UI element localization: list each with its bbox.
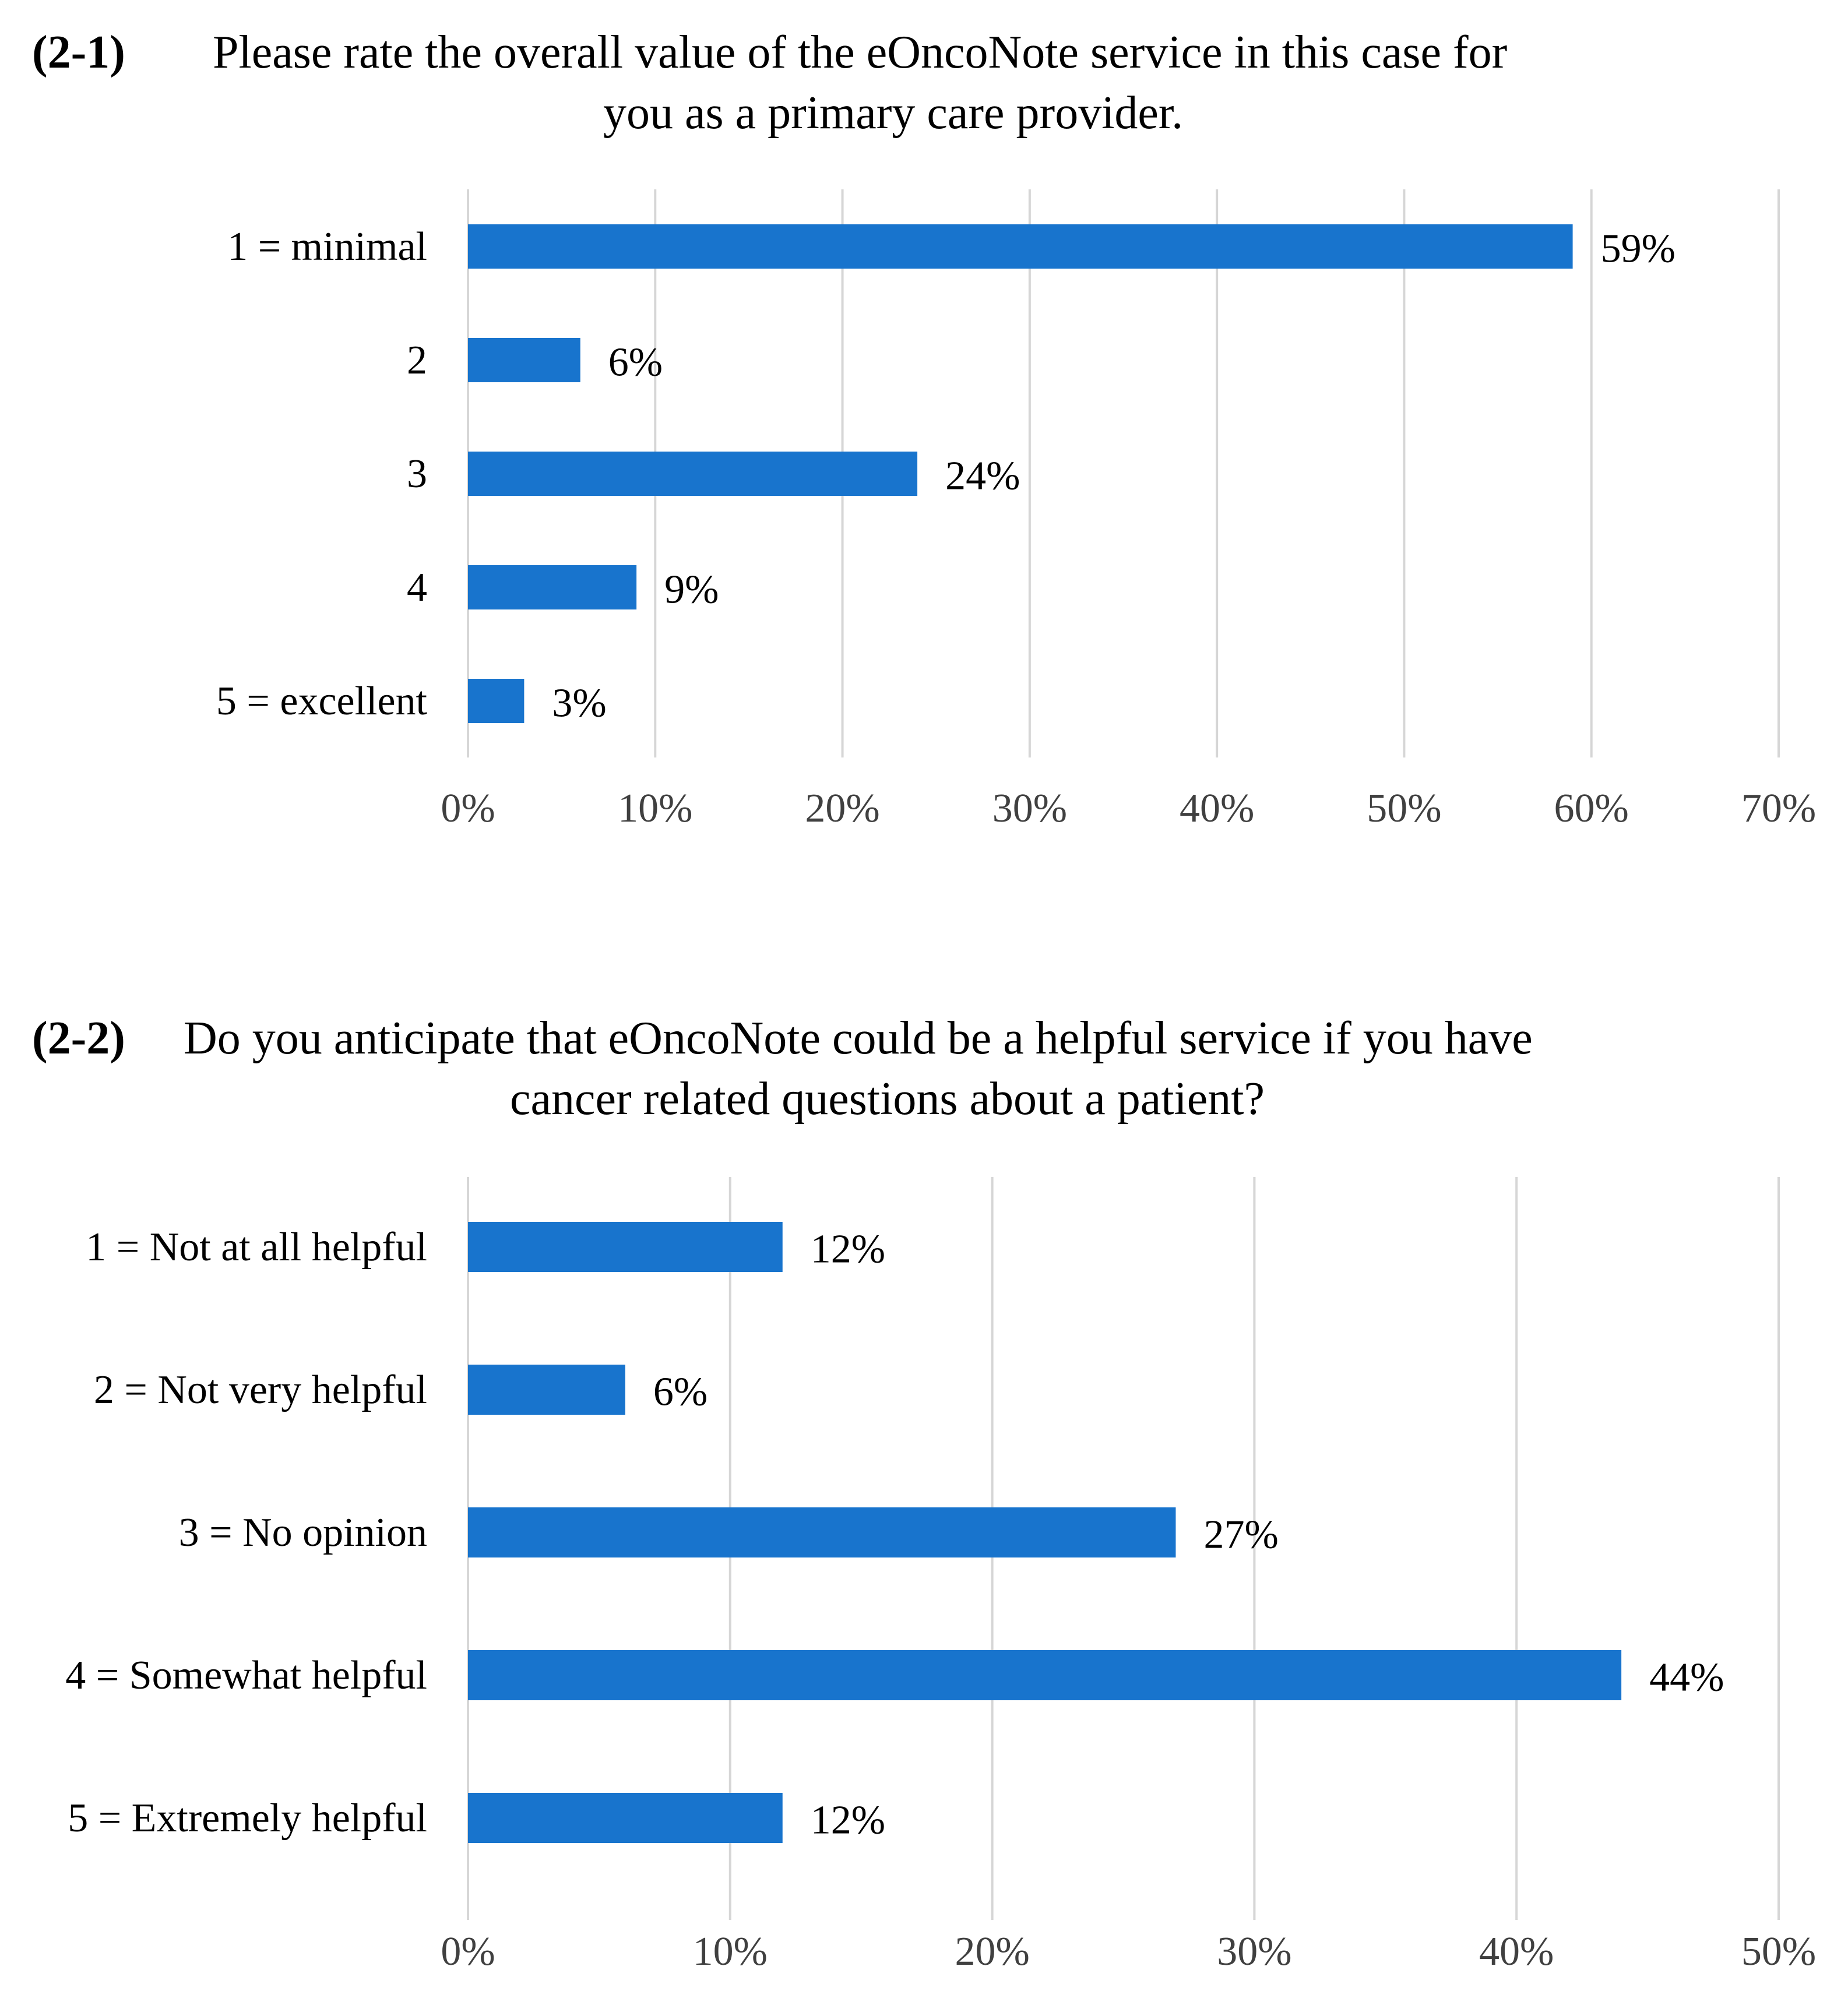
category-label: 3 (407, 452, 427, 496)
bar-chart-1: 0% 10% 20% 30% 40% 50% 60% 70% 1 = minimal 59% 2 6%… (216, 189, 1816, 831)
category-label: 1 = minimal (227, 224, 427, 269)
x-tick-label: 50% (1367, 786, 1441, 831)
x-tick-label: 10% (618, 786, 692, 831)
data-label: 27% (1203, 1513, 1278, 1557)
x-tick-label: 30% (992, 786, 1067, 831)
bar (468, 679, 525, 723)
chart-title-1-line-1: Please rate the overall value of the eOn… (213, 27, 1508, 78)
data-label: 59% (1601, 227, 1675, 272)
data-label: 12% (811, 1227, 885, 1272)
data-label: 44% (1649, 1655, 1724, 1700)
x-tick-label: 20% (805, 786, 879, 831)
chart-title-1-line-2: you as a primary care provider. (603, 87, 1184, 139)
data-label: 12% (811, 1798, 885, 1843)
data-label: 6% (653, 1370, 707, 1415)
category-label: 1 = Not at all helpful (86, 1225, 427, 1270)
data-label: 9% (664, 568, 719, 612)
x-tick-label: 40% (1180, 786, 1254, 831)
data-label: 6% (608, 340, 663, 385)
data-label: 24% (945, 454, 1020, 499)
x-tick-label: 0% (441, 786, 495, 831)
chart-title-2: (2-2) Do you anticipate that eOncoNote c… (0, 991, 1848, 1125)
bar (468, 1222, 783, 1272)
bar (468, 565, 637, 609)
bar (468, 1365, 625, 1415)
category-label: 4 (407, 565, 427, 610)
bar (468, 1507, 1176, 1557)
x-tick-label: 10% (693, 1929, 768, 1974)
category-label: 5 = Extremely helpful (68, 1796, 427, 1841)
chart-panel-2: (2-2) Do you anticipate that eOncoNote c… (0, 991, 1848, 1991)
x-tick-label: 50% (1741, 1929, 1816, 1974)
chart-panel-1: (2-1) Please rate the overall value of t… (0, 0, 1848, 874)
bar (468, 1650, 1622, 1700)
bar (468, 338, 580, 382)
category-label: 2 (407, 338, 427, 383)
x-tick-label: 70% (1741, 786, 1816, 831)
x-tick-label: 0% (441, 1929, 495, 1974)
category-label: 4 = Somewhat helpful (65, 1653, 427, 1698)
bar-chart-2: 0% 10% 20% 30% 40% 50% 1 = Not at all helpful 1… (65, 1177, 1816, 1974)
category-label: 2 = Not very helpful (94, 1368, 427, 1412)
chart-title-2-line-1: Do you anticipate that eOncoNote could b… (184, 1013, 1533, 1064)
x-tick-label: 40% (1479, 1929, 1554, 1974)
chart-number-1: (2-1) (32, 27, 125, 78)
bar (468, 452, 918, 496)
bar (468, 224, 1573, 269)
x-tick-label: 60% (1554, 786, 1629, 831)
category-label: 5 = excellent (216, 679, 428, 724)
category-label: 3 = No opinion (179, 1510, 427, 1555)
chart-number-2: (2-2) (32, 1013, 125, 1064)
data-label: 3% (552, 681, 606, 726)
bar (468, 1793, 783, 1843)
x-tick-label: 30% (1217, 1929, 1291, 1974)
chart-title-1: (2-1) Please rate the overall value of t… (0, 12, 1848, 140)
chart-title-2-line-2: cancer related questions about a patient… (510, 1073, 1265, 1125)
x-tick-label: 20% (955, 1929, 1029, 1974)
